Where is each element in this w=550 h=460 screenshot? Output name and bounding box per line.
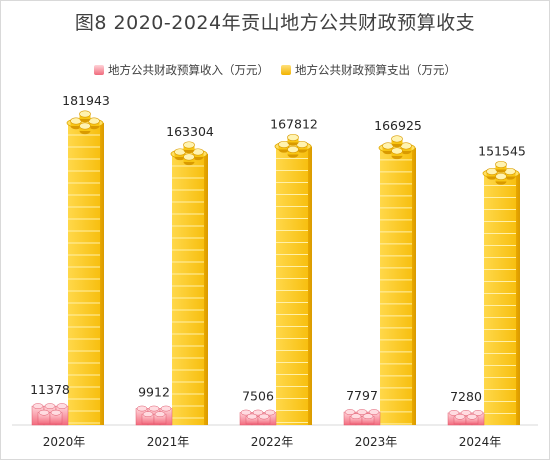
x-tick-label-3: 2023年	[355, 435, 398, 449]
bar-expenditure-3	[378, 135, 416, 425]
x-tick-label-2: 2022年	[251, 435, 294, 449]
x-tick-label-1: 2021年	[147, 435, 190, 449]
x-tick-label-0: 2020年	[43, 435, 86, 449]
value-label-expenditure-3: 166925	[374, 118, 422, 133]
bar-expenditure-1	[170, 141, 208, 425]
value-label-revenue-1: 9912	[138, 385, 170, 400]
bar-revenue-4	[447, 410, 485, 426]
bar-expenditure-4	[482, 160, 520, 425]
legend-label-expenditure: 地方公共财政预算支出（万元）	[295, 63, 456, 77]
legend-label-revenue: 地方公共财政预算收入（万元）	[108, 63, 269, 77]
bar-expenditure-2	[274, 133, 312, 425]
bar-revenue-2	[239, 409, 277, 426]
value-label-revenue-2: 7506	[242, 389, 274, 404]
chart-title: 图8 2020-2024年贡山地方公共财政预算收支	[74, 12, 476, 34]
bar-revenue-1	[135, 405, 173, 426]
legend-swatch-revenue	[94, 65, 104, 75]
legend: 地方公共财政预算收入（万元） 地方公共财政预算支出（万元）	[0, 62, 550, 78]
bar-revenue-3	[343, 409, 381, 426]
legend-item-revenue: 地方公共财政预算收入（万元）	[94, 62, 269, 78]
value-label-expenditure-0: 181943	[62, 93, 110, 108]
legend-item-expenditure: 地方公共财政预算支出（万元）	[281, 62, 456, 78]
value-label-expenditure-2: 167812	[270, 116, 318, 131]
x-tick-label-4: 2024年	[459, 435, 502, 449]
value-label-expenditure-1: 163304	[166, 124, 214, 139]
value-label-expenditure-4: 151545	[478, 143, 526, 158]
bar-revenue-0	[31, 403, 69, 426]
value-label-revenue-4: 7280	[450, 389, 482, 404]
legend-swatch-expenditure	[281, 65, 291, 75]
bar-expenditure-0	[66, 110, 104, 425]
value-label-revenue-3: 7797	[346, 388, 378, 403]
value-label-revenue-0: 11378	[30, 382, 70, 397]
